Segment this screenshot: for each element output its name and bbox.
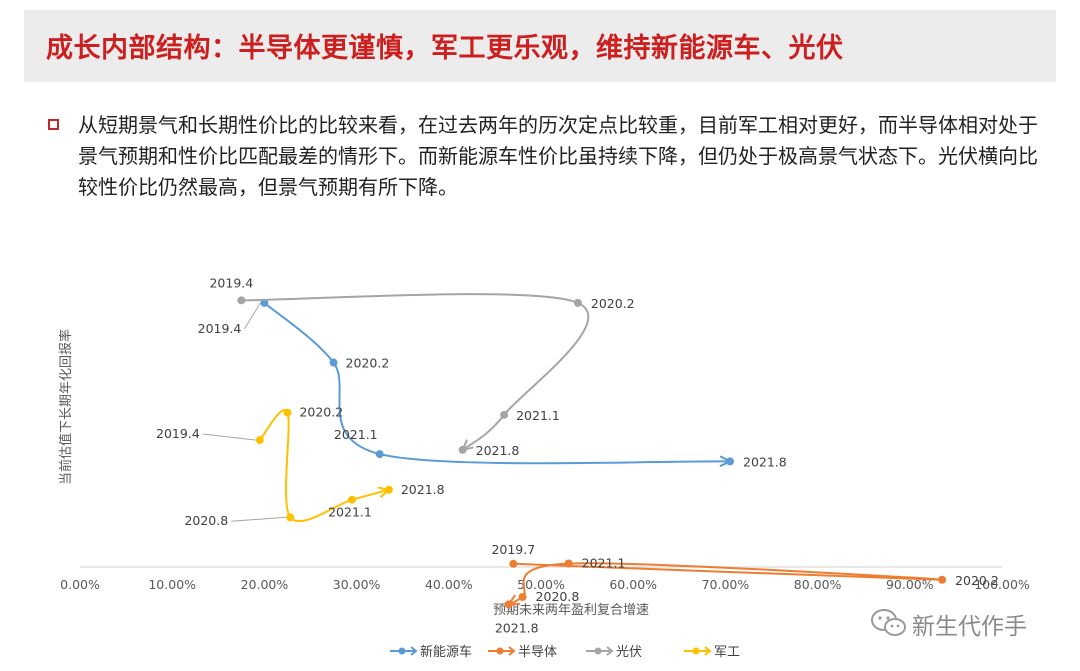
data-point: [237, 296, 246, 305]
data-label: 2019.7: [491, 542, 535, 557]
bullet-square-icon: [48, 119, 59, 130]
legend-entry: 军工: [684, 645, 740, 660]
label-leader-line: [202, 433, 256, 441]
data-label: 2021.8: [743, 454, 787, 469]
data-label: 2020.8: [184, 513, 228, 528]
data-point: [347, 495, 356, 504]
x-tick-label: 60.00%: [609, 577, 657, 592]
series-line: [241, 293, 589, 451]
data-point: [283, 408, 292, 417]
series-半导体: 2019.7 2020.2 2021.1 2020.8 2021.8: [491, 542, 998, 636]
legend-label: 军工: [714, 645, 740, 660]
data-point: [573, 298, 582, 307]
x-tick-label: 40.00%: [425, 577, 473, 592]
data-point: [504, 600, 513, 609]
data-label: 2019.4: [198, 321, 242, 336]
legend-label: 光伏: [616, 645, 642, 660]
data-point: [329, 358, 338, 367]
x-tick-label: 50.00%: [517, 577, 565, 592]
legend-entry: 新能源车: [390, 644, 472, 660]
data-point: [938, 575, 947, 584]
data-label: 2021.1: [516, 408, 560, 423]
legend-label: 新能源车: [420, 644, 472, 660]
x-tick-label: 0.00%: [60, 577, 100, 592]
data-label: 2020.8: [536, 589, 580, 604]
legend-swatch-arrow: [508, 646, 516, 656]
x-tick-label: 20.00%: [241, 577, 289, 592]
data-label: 2019.4: [156, 426, 200, 441]
series-光伏: 2019.4 2020.2 2021.1 2021.8: [209, 275, 634, 458]
data-point: [375, 450, 384, 459]
data-point: [286, 513, 295, 522]
series-新能源车: 2019.4 2020.2 2021.1 2021.8: [198, 298, 787, 469]
page-title: 成长内部结构：半导体更谨慎，军工更乐观，维持新能源车、光伏: [46, 33, 844, 64]
label-leader-line: [243, 302, 261, 330]
data-point: [726, 457, 735, 466]
data-point: [384, 485, 393, 494]
y-axis-title: 当前估值下长期年化回报率: [58, 329, 74, 485]
data-label: 2020.2: [299, 405, 343, 420]
x-tick-label: 100.00%: [974, 577, 1030, 592]
summary-text: 从短期景气和长期性价比的比较来看，在过去两年的历次定点比较重，目前军工相对更好，…: [78, 113, 1038, 199]
legend-swatch-arrow: [704, 646, 712, 656]
data-point: [509, 559, 518, 568]
series-军工: 2019.4 2020.2 2020.8 2021.1 2021.8: [156, 405, 445, 529]
data-label: 2020.2: [346, 356, 390, 371]
data-point: [500, 410, 509, 419]
x-tick-label: 10.00%: [148, 577, 196, 592]
legend-swatch-arrow: [606, 646, 614, 656]
data-point: [518, 592, 527, 601]
legend-label: 半导体: [518, 645, 557, 660]
x-tick-label: 30.00%: [333, 577, 381, 592]
x-axis-title: 预期未来两年盈利复合增速: [493, 603, 649, 618]
data-label: 2021.8: [476, 443, 520, 458]
data-label: 2021.8: [401, 482, 445, 497]
data-label: 2020.2: [955, 573, 999, 588]
legend-swatch-marker: [398, 647, 406, 655]
data-label: 2020.2: [591, 296, 635, 311]
data-label: 2021.8: [495, 620, 539, 635]
data-point: [458, 445, 467, 454]
legend-swatch-arrow: [410, 646, 418, 656]
data-label: 2021.1: [328, 505, 372, 520]
legend-entry: 半导体: [488, 645, 557, 660]
title-band: 成长内部结构：半导体更谨慎，军工更乐观，维持新能源车、光伏: [24, 10, 1056, 82]
watermark-text: 新生代作手: [912, 614, 1027, 640]
wechat-icon: [871, 609, 906, 636]
legend-entry: 光伏: [586, 645, 642, 660]
x-tick-label: 70.00%: [702, 577, 750, 592]
legend-swatch-marker: [594, 647, 602, 655]
data-label: 2021.1: [334, 427, 378, 442]
data-label: 2021.1: [582, 555, 626, 570]
series-line: [263, 302, 731, 465]
legend-swatch-marker: [496, 647, 504, 655]
data-label: 2019.4: [209, 275, 253, 290]
x-tick-label: 90.00%: [886, 577, 934, 592]
x-tick-label: 80.00%: [794, 577, 842, 592]
data-point: [255, 436, 264, 445]
legend-swatch-marker: [692, 647, 700, 655]
data-point: [564, 559, 573, 568]
label-leader-line: [231, 516, 287, 522]
